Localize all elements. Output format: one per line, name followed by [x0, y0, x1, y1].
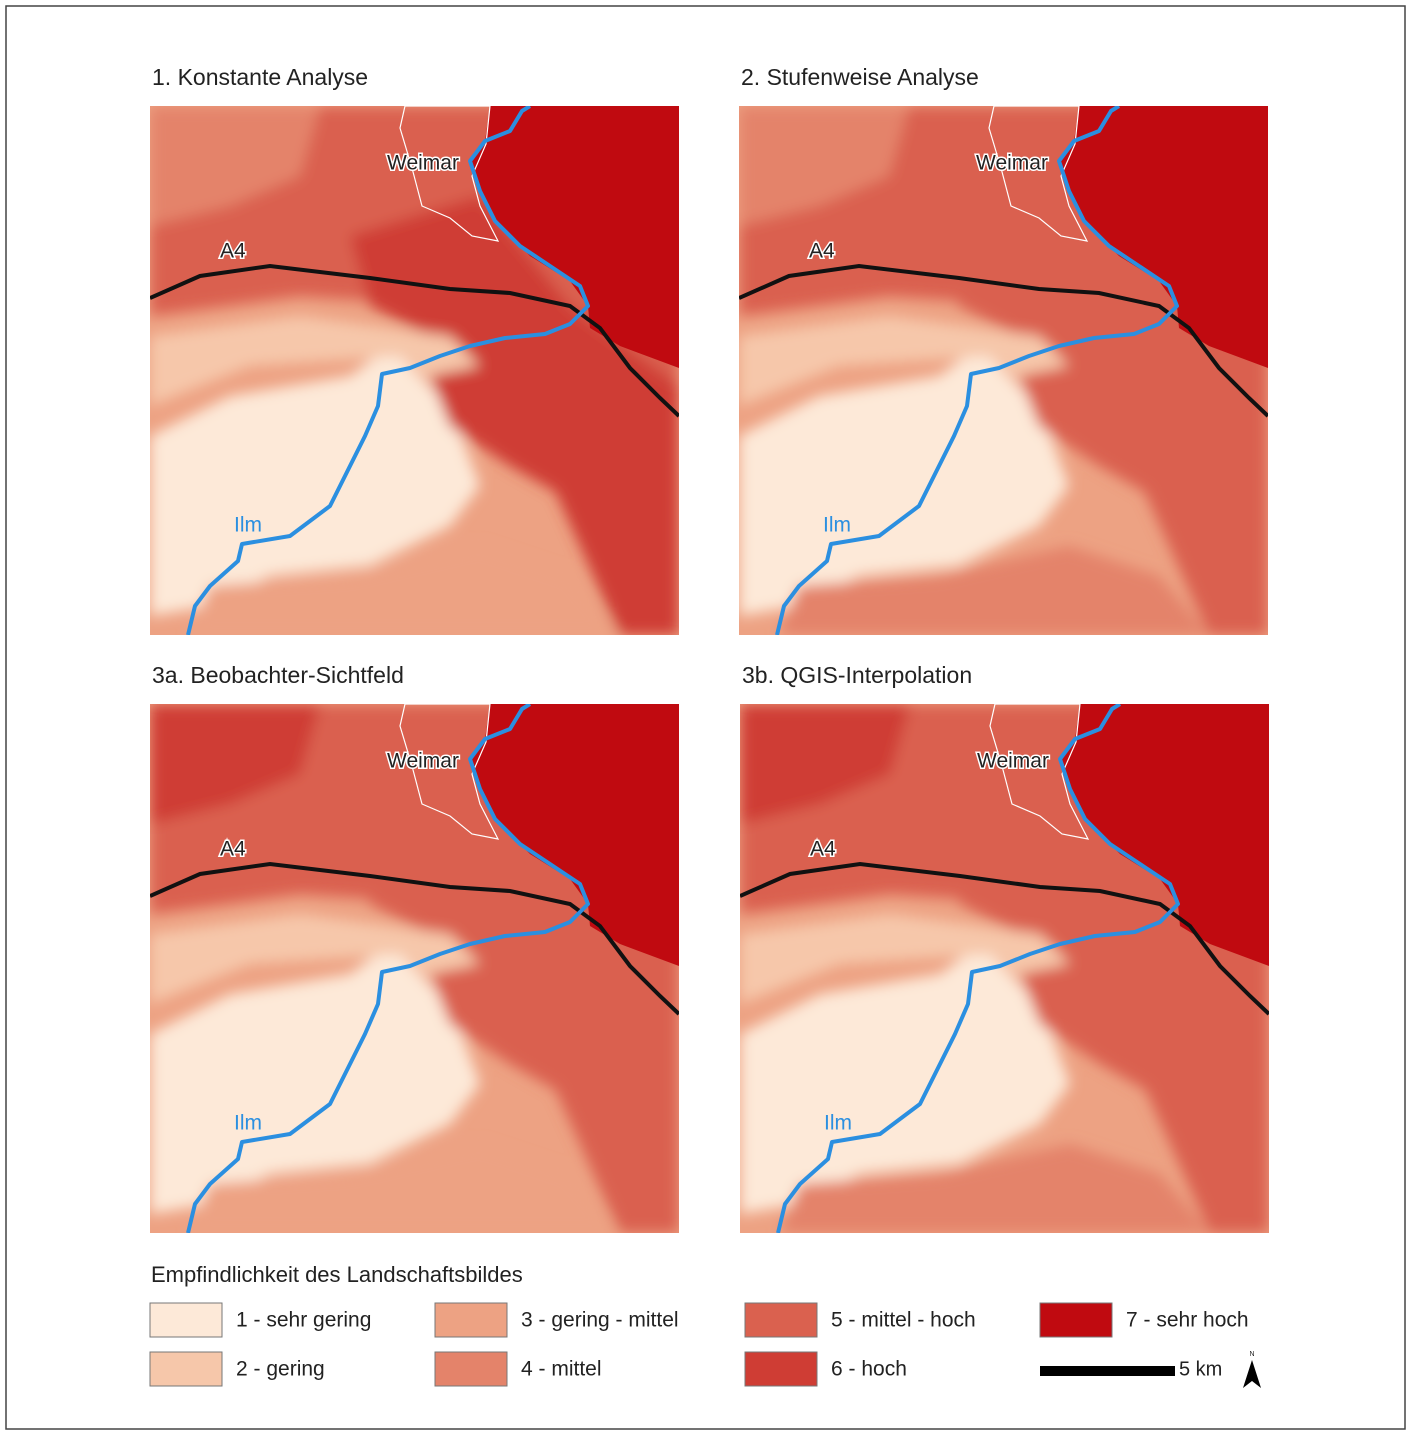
legend-label: 2 - gering: [236, 1358, 325, 1381]
river-label: Ilm: [823, 514, 851, 537]
map-panel: Weimar A4 Ilm: [740, 704, 1269, 1233]
legend-swatch: [745, 1352, 817, 1386]
river-label: Ilm: [824, 1112, 852, 1135]
panel-title: 1. Konstante Analyse: [152, 64, 368, 90]
road-label: A4: [220, 838, 246, 861]
north-label: N: [1249, 1351, 1254, 1358]
legend-swatch: [435, 1303, 507, 1337]
road-label: A4: [810, 838, 836, 861]
river-label: Ilm: [234, 1112, 262, 1135]
city-label: Weimar: [977, 750, 1049, 773]
panel-title: 3b. QGIS-Interpolation: [742, 662, 972, 688]
scale-bar: [1040, 1366, 1175, 1376]
legend-label: 3 - gering - mittel: [521, 1309, 679, 1332]
legend-swatch: [150, 1303, 222, 1337]
city-label: Weimar: [387, 152, 459, 175]
map-panel: Weimar A4 Ilm: [150, 704, 679, 1233]
legend-label: 4 - mittel: [521, 1358, 602, 1381]
map-panel: Weimar A4 Ilm: [739, 106, 1268, 635]
panel-title: 2. Stufenweise Analyse: [741, 64, 979, 90]
legend-label: 6 - hoch: [831, 1358, 907, 1381]
map-panel: Weimar A4 Ilm: [150, 106, 679, 635]
river-label: Ilm: [234, 514, 262, 537]
legend-label: 5 - mittel - hoch: [831, 1309, 976, 1332]
road-label: A4: [220, 240, 246, 263]
legend-swatch: [745, 1303, 817, 1337]
legend-swatch: [435, 1352, 507, 1386]
legend-label: 1 - sehr gering: [236, 1309, 371, 1332]
city-label: Weimar: [976, 152, 1048, 175]
legend-label: 7 - sehr hoch: [1126, 1309, 1249, 1332]
road-label: A4: [809, 240, 835, 263]
legend-swatch: [1040, 1303, 1112, 1337]
figure: 1. Konstante Analyse Weimar A4 Ilm 2. Stufen…: [0, 0, 1411, 1435]
panel-title: 3a. Beobachter-Sichtfeld: [152, 662, 404, 688]
scale-label: 5 km: [1179, 1358, 1222, 1380]
legend-title: Empfindlichkeit des Landschaftsbildes: [151, 1262, 523, 1287]
city-label: Weimar: [387, 750, 459, 773]
legend-swatch: [150, 1352, 222, 1386]
